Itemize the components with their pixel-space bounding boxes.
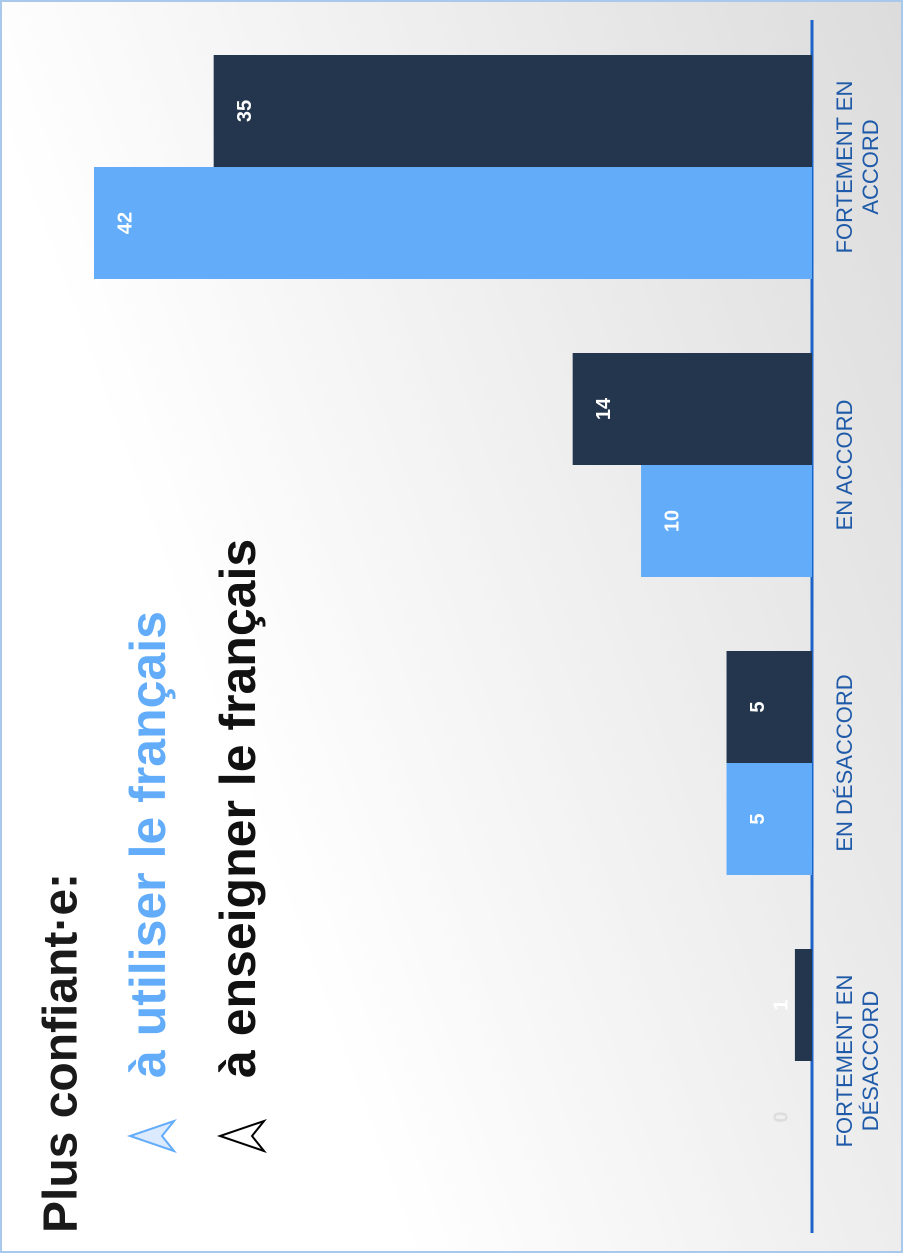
value-label: 5	[747, 813, 769, 824]
value-label: 35	[234, 100, 256, 122]
bar	[213, 55, 812, 167]
x-tick-label: EN ACCORD	[832, 399, 857, 531]
value-label: 42	[114, 212, 136, 234]
legend-label: à utiliser le français	[120, 611, 176, 1078]
legend-arrow	[216, 1118, 267, 1154]
bar	[572, 353, 813, 465]
value-label: 5	[747, 701, 769, 712]
x-tick-label: FORTEMENT EN ACCORD	[832, 80, 883, 254]
x-tick-label: EN DÉSACCORD	[832, 674, 857, 852]
x-tick-label: FORTEMENT EN DÉSACCORD	[832, 974, 883, 1148]
legend-arrow	[126, 1118, 177, 1154]
bar	[94, 167, 812, 279]
value-label: 0	[770, 1111, 792, 1122]
value-label: 14	[593, 397, 615, 420]
value-label: 1	[770, 999, 792, 1010]
bar	[641, 465, 812, 577]
value-label: 10	[661, 510, 683, 532]
chart-title: Plus confiant·e:	[35, 873, 88, 1233]
bar	[794, 949, 813, 1061]
bar	[726, 763, 812, 875]
bar	[726, 651, 812, 763]
legend-label: à enseigner le français	[210, 539, 266, 1078]
